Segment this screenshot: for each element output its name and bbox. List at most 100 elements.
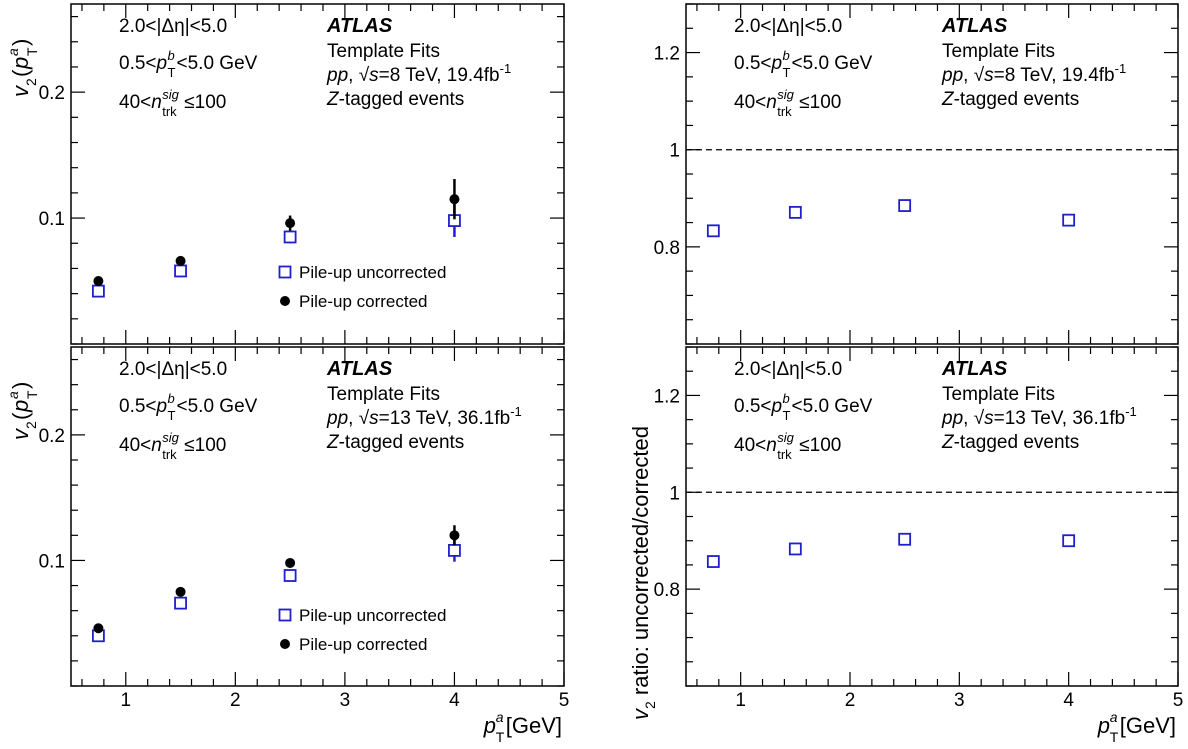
bottom-right-ptb-cut-symbol: p	[771, 396, 783, 417]
top-left-y-tick-label: 0.2	[39, 83, 65, 104]
top-left-corrected-point	[93, 276, 104, 287]
right-x-title-sub-T: T	[1110, 729, 1119, 745]
top-left-sqrt: √	[359, 65, 370, 86]
top-right-ptb-cut-sup: b	[783, 48, 790, 63]
bottom-right-sqrt: √	[974, 408, 985, 429]
top-left-ntrk-cut-post: ≤100	[184, 92, 226, 113]
bottom-left-y-title-sub-T: T	[24, 390, 40, 399]
top-left-frame	[70, 3, 565, 345]
top-left-uncorrected-point	[283, 230, 297, 244]
bottom-left-ptb-cut-symbol: p	[156, 396, 168, 417]
bottom-left-x-tick-label: 3	[340, 690, 351, 711]
top-left-ntrk-cut-symbol: n	[151, 92, 162, 113]
top-right-ptb-cut-sub: T	[783, 65, 791, 80]
bottom-left-legend-corrected-marker	[280, 639, 290, 649]
right-y-title: v2 ratio: uncorrected/corrected	[628, 426, 658, 720]
bottom-right-x-tick-label: 4	[1063, 690, 1074, 711]
bottom-right-uncorrected-point	[898, 532, 912, 546]
top-left-legend-corrected-label: Pile-up corrected	[299, 292, 428, 311]
bottom-left-delta-eta-cut: 2.0<|Δη|<5.0	[119, 359, 227, 380]
bottom-left-energy: =13 TeV, 36.1fb	[379, 408, 511, 429]
bottom-left-uncorrected-point	[448, 544, 461, 557]
top-right-comma: ,	[963, 65, 974, 86]
bottom-left-z-tagged: Z-tagged events	[326, 432, 464, 453]
bottom-left-y-title-paren-open: (	[8, 412, 33, 420]
bottom-left-x-tick-label: 4	[449, 690, 460, 711]
bottom-left-ntrk-cut-sup: sig	[162, 430, 179, 445]
bottom-right-z-tagged: Z-tagged events	[941, 432, 1079, 453]
top-right-ptb-cut-pre: 0.5<	[734, 53, 772, 74]
top-right-energy: =8 TeV, 19.4fb	[994, 65, 1115, 86]
bottom-right-ptb-cut-post: <5.0 GeV	[792, 396, 873, 417]
right-y-title-sub: 2	[642, 701, 658, 709]
top-right-template-fits: Template Fits	[942, 41, 1055, 62]
bottom-right-ptb-cut-pre: 0.5<	[734, 396, 772, 417]
bottom-right-energy: =13 TeV, 36.1fb	[994, 408, 1126, 429]
top-right-ptb-cut-symbol: p	[771, 53, 783, 74]
bottom-right-panel: 1 2 3 4 5 0.8 1 1.2 2.0<|Δη|<5.0 0.5< p bT <5.0 GeV 4…	[654, 346, 1184, 711]
bottom-right-tagged-text: -tagged events	[954, 432, 1080, 453]
top-right-uncorrected-point	[1062, 213, 1076, 227]
top-left-z: Z	[326, 89, 340, 110]
bottom-right-ntrk-cut-sup: sig	[777, 430, 794, 445]
top-left-corrected-point	[175, 255, 186, 266]
top-left-ntrk-cut-sub: trk	[162, 104, 177, 119]
top-right-ntrk-cut-sub: trk	[777, 104, 792, 119]
right-x-title-unit: [GeV]	[1120, 713, 1176, 738]
bottom-left-y-title-sub2: 2	[23, 421, 39, 429]
bottom-left-x-tick-label: 2	[230, 690, 241, 711]
top-right-y-tick-label: 1.2	[654, 44, 680, 65]
top-right-ntrk-cut-pre: 40<	[734, 92, 766, 113]
bottom-left-ntrk-cut-pre: 40<	[119, 435, 151, 456]
top-left-s: s	[369, 65, 379, 86]
bottom-right-lumi-exponent: -1	[1125, 404, 1137, 419]
top-right-sqrt: √	[974, 65, 985, 86]
bottom-right-y-tick-label: 1.2	[654, 386, 680, 407]
top-left-y-title-p: p	[8, 57, 33, 70]
bottom-right-x-tick-label: 3	[954, 690, 965, 711]
top-left-corrected-point	[285, 218, 296, 229]
bottom-left-z: Z	[326, 432, 340, 453]
top-left-ptb-cut-symbol: p	[156, 53, 168, 74]
top-right-energy-label: pp, √s=8 TeV, 19.4fb-1	[941, 61, 1126, 86]
bottom-right-comma: ,	[963, 408, 974, 429]
bottom-left-y-title-sup-a: a	[5, 391, 21, 399]
left-x-title-sub-T: T	[496, 729, 505, 745]
top-left-pp: pp	[326, 65, 348, 86]
bottom-left-comma: ,	[348, 408, 359, 429]
top-left-delta-eta-cut: 2.0<|Δη|<5.0	[119, 16, 227, 37]
bottom-right-ntrk-cut-sub: trk	[777, 447, 792, 462]
top-left-legend-uncorrected-label: Pile-up uncorrected	[299, 263, 446, 282]
top-right-atlas-label: ATLAS	[941, 15, 1008, 37]
bottom-right-y-tick-label: 0.8	[654, 580, 680, 601]
bottom-left-ntrk-cut-sub: trk	[162, 447, 177, 462]
left-x-title-sup-a: a	[496, 709, 504, 725]
bottom-left-y-tick-label: 0.2	[39, 426, 65, 447]
top-left-y-title-paren-open: (	[8, 69, 33, 77]
top-left-energy: =8 TeV, 19.4fb	[379, 65, 500, 86]
bottom-left-y-title: v2(pa T)	[5, 382, 40, 440]
top-left-tagged-text: -tagged events	[339, 89, 465, 110]
bottom-left-legend-corrected-label: Pile-up corrected	[299, 635, 428, 654]
bottom-right-x-tick-label: 5	[1173, 690, 1184, 711]
bottom-left-atlas-label: ATLAS	[326, 358, 393, 380]
top-left-atlas-label: ATLAS	[326, 15, 393, 37]
top-left-y-title-sub-T: T	[24, 47, 40, 56]
top-right-uncorrected-point	[898, 199, 912, 212]
right-y-title-v: v	[628, 707, 653, 720]
bottom-left-panel: 1 2 3 4 5 0.1 0.2 2.0<|Δη|<5.0 0.5< p bT <5.0 GeV 40…	[39, 346, 569, 711]
bottom-right-z: Z	[941, 432, 955, 453]
top-right-ntrk-cut-post: ≤100	[799, 92, 841, 113]
bottom-right-energy-label: pp, √s=13 TeV, 36.1fb-1	[941, 404, 1137, 429]
bottom-left-ptb-cut-sub: T	[168, 408, 176, 423]
top-left-y-title: v2(pa T)	[5, 39, 40, 97]
top-left-y-title-sub2: 2	[23, 78, 39, 86]
top-left-ptb-cut-pre: 0.5<	[119, 53, 157, 74]
top-right-ntrk-cut-sup: sig	[777, 87, 794, 102]
top-left-y-title-v: v	[8, 84, 33, 97]
top-right-y-tick-label: 1	[669, 141, 680, 162]
top-right-pp: pp	[941, 65, 963, 86]
left-x-title-p: p	[483, 713, 496, 738]
top-left-uncorrected-point	[174, 264, 187, 278]
